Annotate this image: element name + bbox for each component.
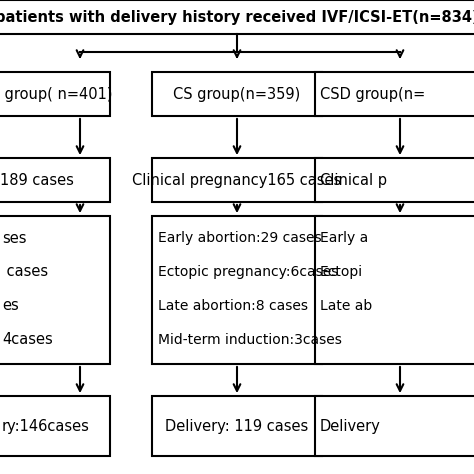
Text: CS group(n=359): CS group(n=359) (173, 86, 301, 101)
Text: Clinical p: Clinical p (320, 173, 387, 188)
Text: CSD group(n=: CSD group(n= (320, 86, 425, 101)
Text: Delivery: 119 cases: Delivery: 119 cases (165, 419, 309, 434)
Text: Late abortion:8 cases: Late abortion:8 cases (158, 299, 308, 313)
Text: Ectopic pregnancy:6cases: Ectopic pregnancy:6cases (158, 265, 338, 279)
Bar (152, 216, 322, 364)
Text: 4cases: 4cases (2, 332, 53, 347)
Bar (0, 216, 110, 364)
Bar (152, 72, 322, 116)
Text: group( n=401): group( n=401) (0, 86, 112, 101)
Bar (315, 396, 474, 456)
Bar (315, 216, 474, 364)
Text: Clinical pregnancy165 cases: Clinical pregnancy165 cases (132, 173, 342, 188)
Bar (315, 72, 474, 116)
Bar (315, 158, 474, 202)
Text: es: es (2, 299, 19, 313)
Bar (152, 396, 322, 456)
Text: ses: ses (2, 230, 27, 246)
Text: ry:146cases: ry:146cases (2, 419, 90, 434)
Bar (0, 158, 110, 202)
Bar (0, 72, 110, 116)
Text: Delivery: Delivery (320, 419, 381, 434)
Text: 189 cases: 189 cases (0, 173, 74, 188)
Text: Early a: Early a (320, 231, 368, 245)
Bar (0, 396, 110, 456)
Bar (152, 158, 322, 202)
Text: Early abortion:29 cases: Early abortion:29 cases (158, 231, 322, 245)
Text: cases: cases (2, 264, 48, 280)
Text: Ectopi: Ectopi (320, 265, 363, 279)
Text: Mid-term induction:3cases: Mid-term induction:3cases (158, 333, 342, 347)
Text: Late ab: Late ab (320, 299, 372, 313)
Text: patients with delivery history received IVF/ICSI-ET(n=834): patients with delivery history received … (0, 9, 474, 25)
Bar (0, 0, 474, 34)
